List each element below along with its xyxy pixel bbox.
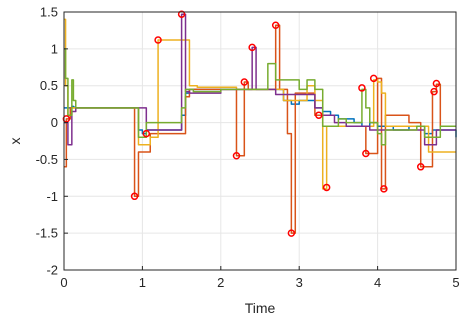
series-line-2 bbox=[64, 24, 456, 234]
y-tick-label: 0.5 bbox=[40, 78, 58, 93]
event-marker bbox=[62, 115, 71, 123]
event-marker bbox=[358, 84, 366, 92]
axes-box bbox=[63, 11, 457, 271]
x-tick-label: 4 bbox=[374, 275, 381, 290]
y-tick-label: -0.5 bbox=[36, 152, 58, 167]
series-group bbox=[64, 13, 457, 234]
event-marker bbox=[248, 43, 256, 52]
event-marker bbox=[130, 192, 139, 201]
x-axis-title: Time bbox=[245, 300, 276, 316]
event-marker bbox=[322, 183, 331, 192]
axes-background bbox=[64, 12, 456, 270]
series-line-5 bbox=[64, 48, 456, 146]
event-marker bbox=[232, 151, 241, 160]
x-tick-label: 2 bbox=[217, 275, 224, 290]
event-marker bbox=[430, 87, 438, 96]
event-marker bbox=[380, 185, 388, 193]
y-tick-label: 1 bbox=[51, 41, 58, 56]
marker-group bbox=[62, 10, 441, 237]
y-tick-label: -2 bbox=[46, 263, 58, 278]
x-tick-label: 5 bbox=[452, 275, 459, 290]
x-tick-label: 0 bbox=[60, 275, 67, 290]
event-marker bbox=[240, 78, 249, 86]
x-tick-label: 1 bbox=[139, 275, 146, 290]
event-marker bbox=[369, 74, 378, 83]
event-marker bbox=[154, 36, 162, 44]
ticks: 0 1 2 3 4 5 -2 -1.5 -1 -0.5 0 0.5 1 1.5 bbox=[36, 5, 460, 291]
event-marker bbox=[287, 229, 296, 237]
event-marker bbox=[271, 21, 280, 30]
x-tick-label: 3 bbox=[296, 275, 303, 290]
y-tick-label: -1.5 bbox=[36, 226, 58, 241]
event-marker bbox=[177, 10, 186, 18]
y-tick-label: 0 bbox=[51, 115, 58, 130]
event-marker bbox=[416, 163, 425, 171]
event-marker bbox=[142, 129, 151, 138]
y-axis-title: x bbox=[7, 138, 23, 145]
grid bbox=[64, 12, 456, 270]
y-tick-label: 1.5 bbox=[40, 5, 58, 20]
y-tick-label: -1 bbox=[46, 189, 58, 204]
event-marker bbox=[362, 149, 370, 158]
event-marker bbox=[432, 79, 441, 88]
event-marker bbox=[315, 111, 323, 119]
